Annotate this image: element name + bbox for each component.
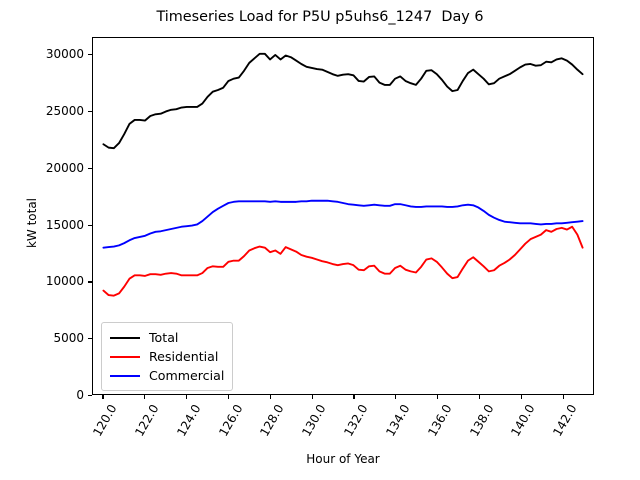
y-axis-tick-mark (88, 281, 92, 283)
x-axis-tick-mark (395, 395, 397, 399)
y-axis-tick-mark (88, 110, 92, 113)
x-axis-tick-mark (478, 395, 481, 399)
legend-item-residential[interactable]: Residential (110, 347, 224, 366)
x-axis-tick-mark (437, 395, 439, 399)
y-axis-tick-labels: 0 5000 10000 15000 20000 25000 30000 (20, 0, 84, 480)
x-axis-tick-mark (311, 395, 313, 399)
y-axis-tick-mark (88, 338, 92, 340)
x-axis-tick-mark (520, 395, 522, 399)
y-axis-tick-mark (88, 395, 92, 397)
legend-swatch-residential (110, 355, 140, 358)
legend-label: Total (149, 330, 179, 345)
x-axis-tick-label: 124.0 (173, 402, 204, 439)
y-axis-tick-mark (88, 54, 92, 56)
legend-item-commercial[interactable]: Commercial (110, 366, 224, 385)
x-axis-tick-mark (186, 395, 188, 399)
x-axis-tick-label: 138.0 (466, 402, 497, 439)
x-axis-tick-mark (102, 395, 104, 399)
y-axis-tick-mark (88, 224, 92, 226)
x-axis-tick-mark (562, 395, 564, 399)
x-axis-tick-label: 132.0 (341, 402, 371, 439)
legend-item-total[interactable]: Total (110, 328, 224, 347)
x-axis-tick-label: 122.0 (132, 402, 162, 439)
y-axis-tick-label: 5000 (53, 331, 84, 346)
x-axis-tick-label: 134.0 (383, 402, 413, 439)
plot-area (92, 37, 594, 395)
x-axis-tick-label: 126.0 (215, 402, 246, 439)
x-axis-tick-label: 128.0 (257, 402, 287, 439)
legend-swatch-total (110, 336, 140, 339)
y-axis-tick-label: 30000 (45, 47, 84, 62)
y-axis-tick-label: 20000 (45, 160, 84, 175)
series-lines (102, 52, 584, 297)
x-axis-tick-mark (144, 395, 146, 399)
y-axis-tick-label: 10000 (45, 274, 84, 289)
y-axis-tick-label: 15000 (45, 217, 84, 232)
x-axis-tick-mark (227, 395, 230, 399)
x-axis-tick-mark (353, 395, 355, 399)
chart-title: Timeseries Load for P5U p5uhs6_1247 Day … (156, 9, 484, 25)
series-line-commercial (102, 199, 584, 249)
x-axis-tick-mark (269, 395, 271, 399)
legend-label: Commercial (149, 368, 225, 383)
legend-swatch-commercial (110, 374, 140, 377)
x-axis-tick-label: 120.0 (90, 402, 120, 439)
legend[interactable]: Total Residential Commercial (101, 322, 234, 391)
x-axis-tick-label: 136.0 (424, 402, 455, 439)
y-axis-tick-mark (88, 167, 92, 169)
x-axis-tick-label: 142.0 (550, 402, 580, 439)
x-axis-label: Hour of Year (306, 452, 380, 466)
series-line-residential (102, 225, 584, 297)
series-line-total (102, 52, 584, 150)
y-axis-tick-label: 0 (76, 388, 84, 402)
legend-label: Residential (149, 349, 219, 364)
y-axis-tick-label: 25000 (45, 103, 84, 118)
x-axis-tick-label: 130.0 (299, 402, 329, 439)
x-axis-tick-label: 140.0 (508, 402, 538, 439)
